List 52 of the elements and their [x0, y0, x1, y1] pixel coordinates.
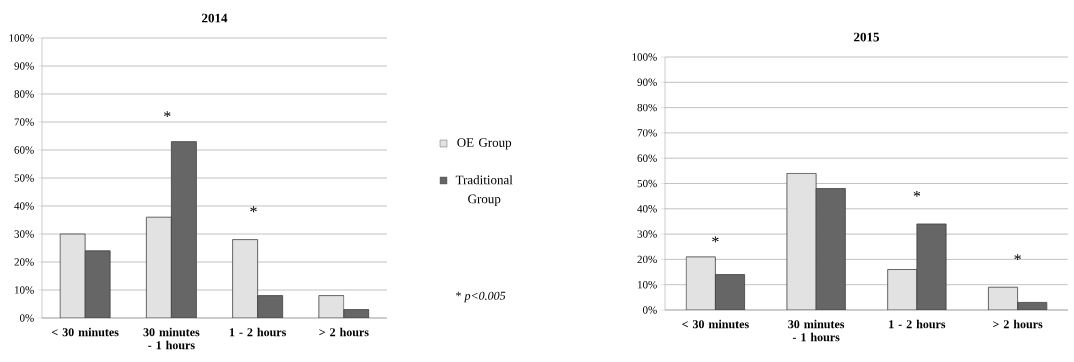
y-tick-label: 50%: [637, 179, 657, 188]
y-tick-label: 90%: [637, 78, 657, 87]
y-tick-label: 60%: [637, 154, 657, 162]
bar: [887, 269, 918, 310]
y-tick-label: 100%: [9, 34, 34, 42]
y-tick-label: 10%: [15, 286, 34, 294]
annotation: *: [1014, 254, 1021, 261]
y-tick-label: 40%: [14, 202, 34, 210]
y-tick-label: 0%: [642, 306, 657, 314]
bar: [257, 295, 284, 318]
y-tick-label: 40%: [637, 205, 657, 213]
y-tick-label: 90%: [14, 62, 34, 70]
bar: [916, 223, 947, 310]
x-tick-label: < 30 minutes: [682, 319, 749, 329]
legend-label: OE Group: [457, 138, 512, 150]
y-tick-label: 70%: [14, 118, 34, 126]
y-tick-label: 20%: [637, 255, 657, 264]
bar: [170, 141, 197, 318]
text: *p<0.005: [456, 291, 506, 303]
x-tick-label: 30 minutes - 1 hours: [143, 327, 200, 350]
y-tick-label: 80%: [14, 90, 34, 98]
x-tick-label: 30 minutes - 1 hours: [788, 319, 845, 342]
chart-title: 2014: [202, 13, 228, 23]
legend-label: Traditional Group: [455, 175, 513, 206]
annotation: *: [913, 190, 921, 197]
x-tick-label: 1 - 2 hours: [889, 319, 946, 329]
y-tick-label: 10%: [638, 280, 657, 289]
bar: [59, 233, 86, 318]
bar: [786, 172, 817, 310]
bar: [145, 216, 172, 318]
annotation: *: [250, 206, 257, 213]
annotation: *: [164, 111, 171, 118]
annotation: *: [712, 236, 719, 243]
y-tick-label: 30%: [637, 230, 657, 238]
chart-title: 2015: [854, 32, 880, 42]
bar: [815, 188, 846, 310]
x-tick-label: > 2 hours: [993, 319, 1043, 329]
y-tick-label: 70%: [637, 129, 657, 137]
bar: [714, 274, 745, 310]
y-tick-label: 80%: [637, 103, 657, 112]
x-tick-label: < 30 minutes: [51, 327, 119, 337]
bar: [84, 250, 111, 318]
y-tick-label: 100%: [632, 53, 657, 61]
y-tick-label: 20%: [14, 258, 34, 266]
bar: [685, 256, 716, 310]
y-tick-label: 50%: [14, 174, 34, 182]
bar: [232, 239, 259, 318]
x-tick-label: > 2 hours: [319, 327, 369, 337]
y-tick-label: 30%: [14, 230, 34, 238]
x-tick-label: 1 - 2 hours: [229, 327, 286, 337]
y-tick-label: 60%: [14, 146, 34, 154]
y-tick-label: 0%: [19, 314, 34, 322]
